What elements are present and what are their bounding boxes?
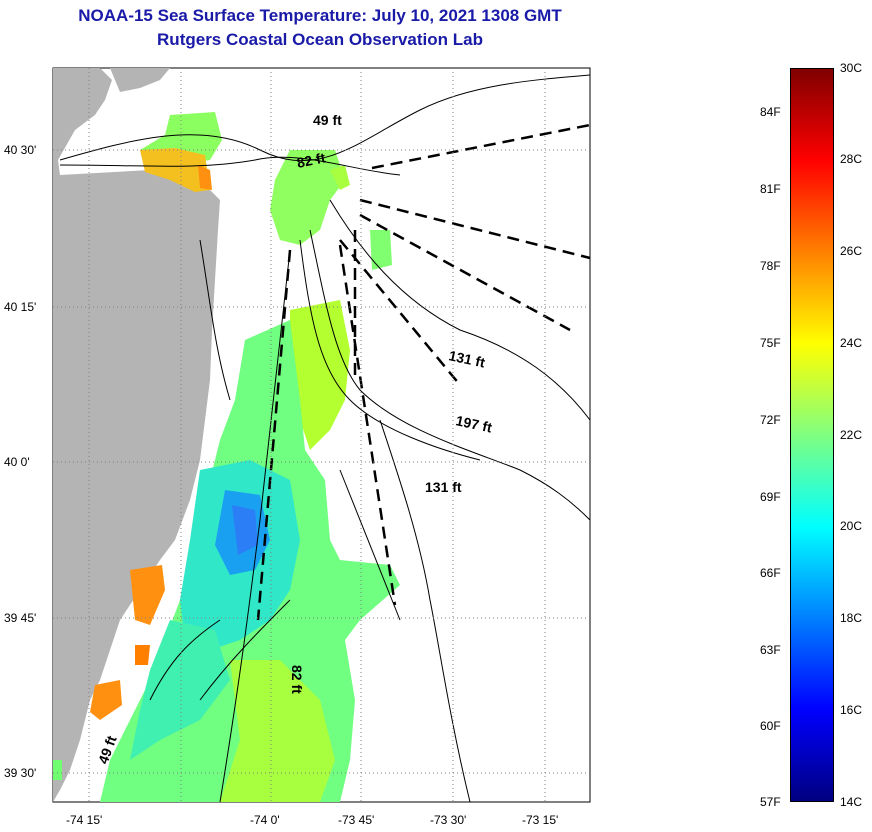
c-label: 26C: [840, 244, 863, 258]
depth-label: 131 ft: [447, 347, 486, 370]
sst-data: [53, 112, 400, 802]
c-label: 30C: [840, 61, 863, 75]
depth-label: 131 ft: [425, 479, 462, 495]
land-mass: [53, 68, 220, 802]
f-label: 69F: [760, 490, 781, 504]
f-label: 81F: [760, 182, 781, 196]
f-label: 84F: [760, 105, 781, 119]
c-label: 20C: [840, 519, 863, 533]
lon-label: -73 15': [522, 813, 558, 827]
c-label: 28C: [840, 152, 863, 166]
lon-label: -74 0': [250, 813, 280, 827]
c-label: 16C: [840, 703, 863, 717]
bathymetry-contours: [59, 74, 591, 803]
c-label: 14C: [840, 795, 863, 809]
c-label: 18C: [840, 611, 863, 625]
depth-label: 82 ft: [289, 665, 305, 694]
depth-label: 197 ft: [454, 412, 493, 435]
dashed-transects: [256, 123, 591, 621]
c-label: 24C: [840, 336, 863, 350]
depth-label: 82 ft: [295, 149, 327, 171]
map-title: NOAA-15 Sea Surface Temperature: July 10…: [78, 6, 562, 25]
f-label: 66F: [760, 566, 781, 580]
lon-label: -73 45': [338, 813, 374, 827]
lat-label: 39 45': [4, 611, 36, 625]
lat-label: 40 15': [4, 300, 36, 314]
temperature-colorbar: [790, 68, 834, 802]
lat-label: 40 30': [4, 143, 36, 157]
f-label: 57F: [760, 795, 781, 809]
lat-label: 39 30': [4, 766, 36, 780]
c-label: 22C: [840, 428, 863, 442]
f-label: 72F: [760, 413, 781, 427]
f-label: 75F: [760, 336, 781, 350]
f-label: 60F: [760, 719, 781, 733]
f-label: 63F: [760, 643, 781, 657]
map-subtitle: Rutgers Coastal Ocean Observation Lab: [157, 30, 483, 49]
lat-label: 40 0': [4, 455, 30, 469]
grid-lines: [53, 68, 590, 802]
f-label: 78F: [760, 259, 781, 273]
lon-label: -73 30': [430, 813, 466, 827]
land-top: [110, 68, 170, 92]
depth-label: 49 ft: [313, 112, 342, 128]
lon-label: -74 15': [66, 813, 102, 827]
